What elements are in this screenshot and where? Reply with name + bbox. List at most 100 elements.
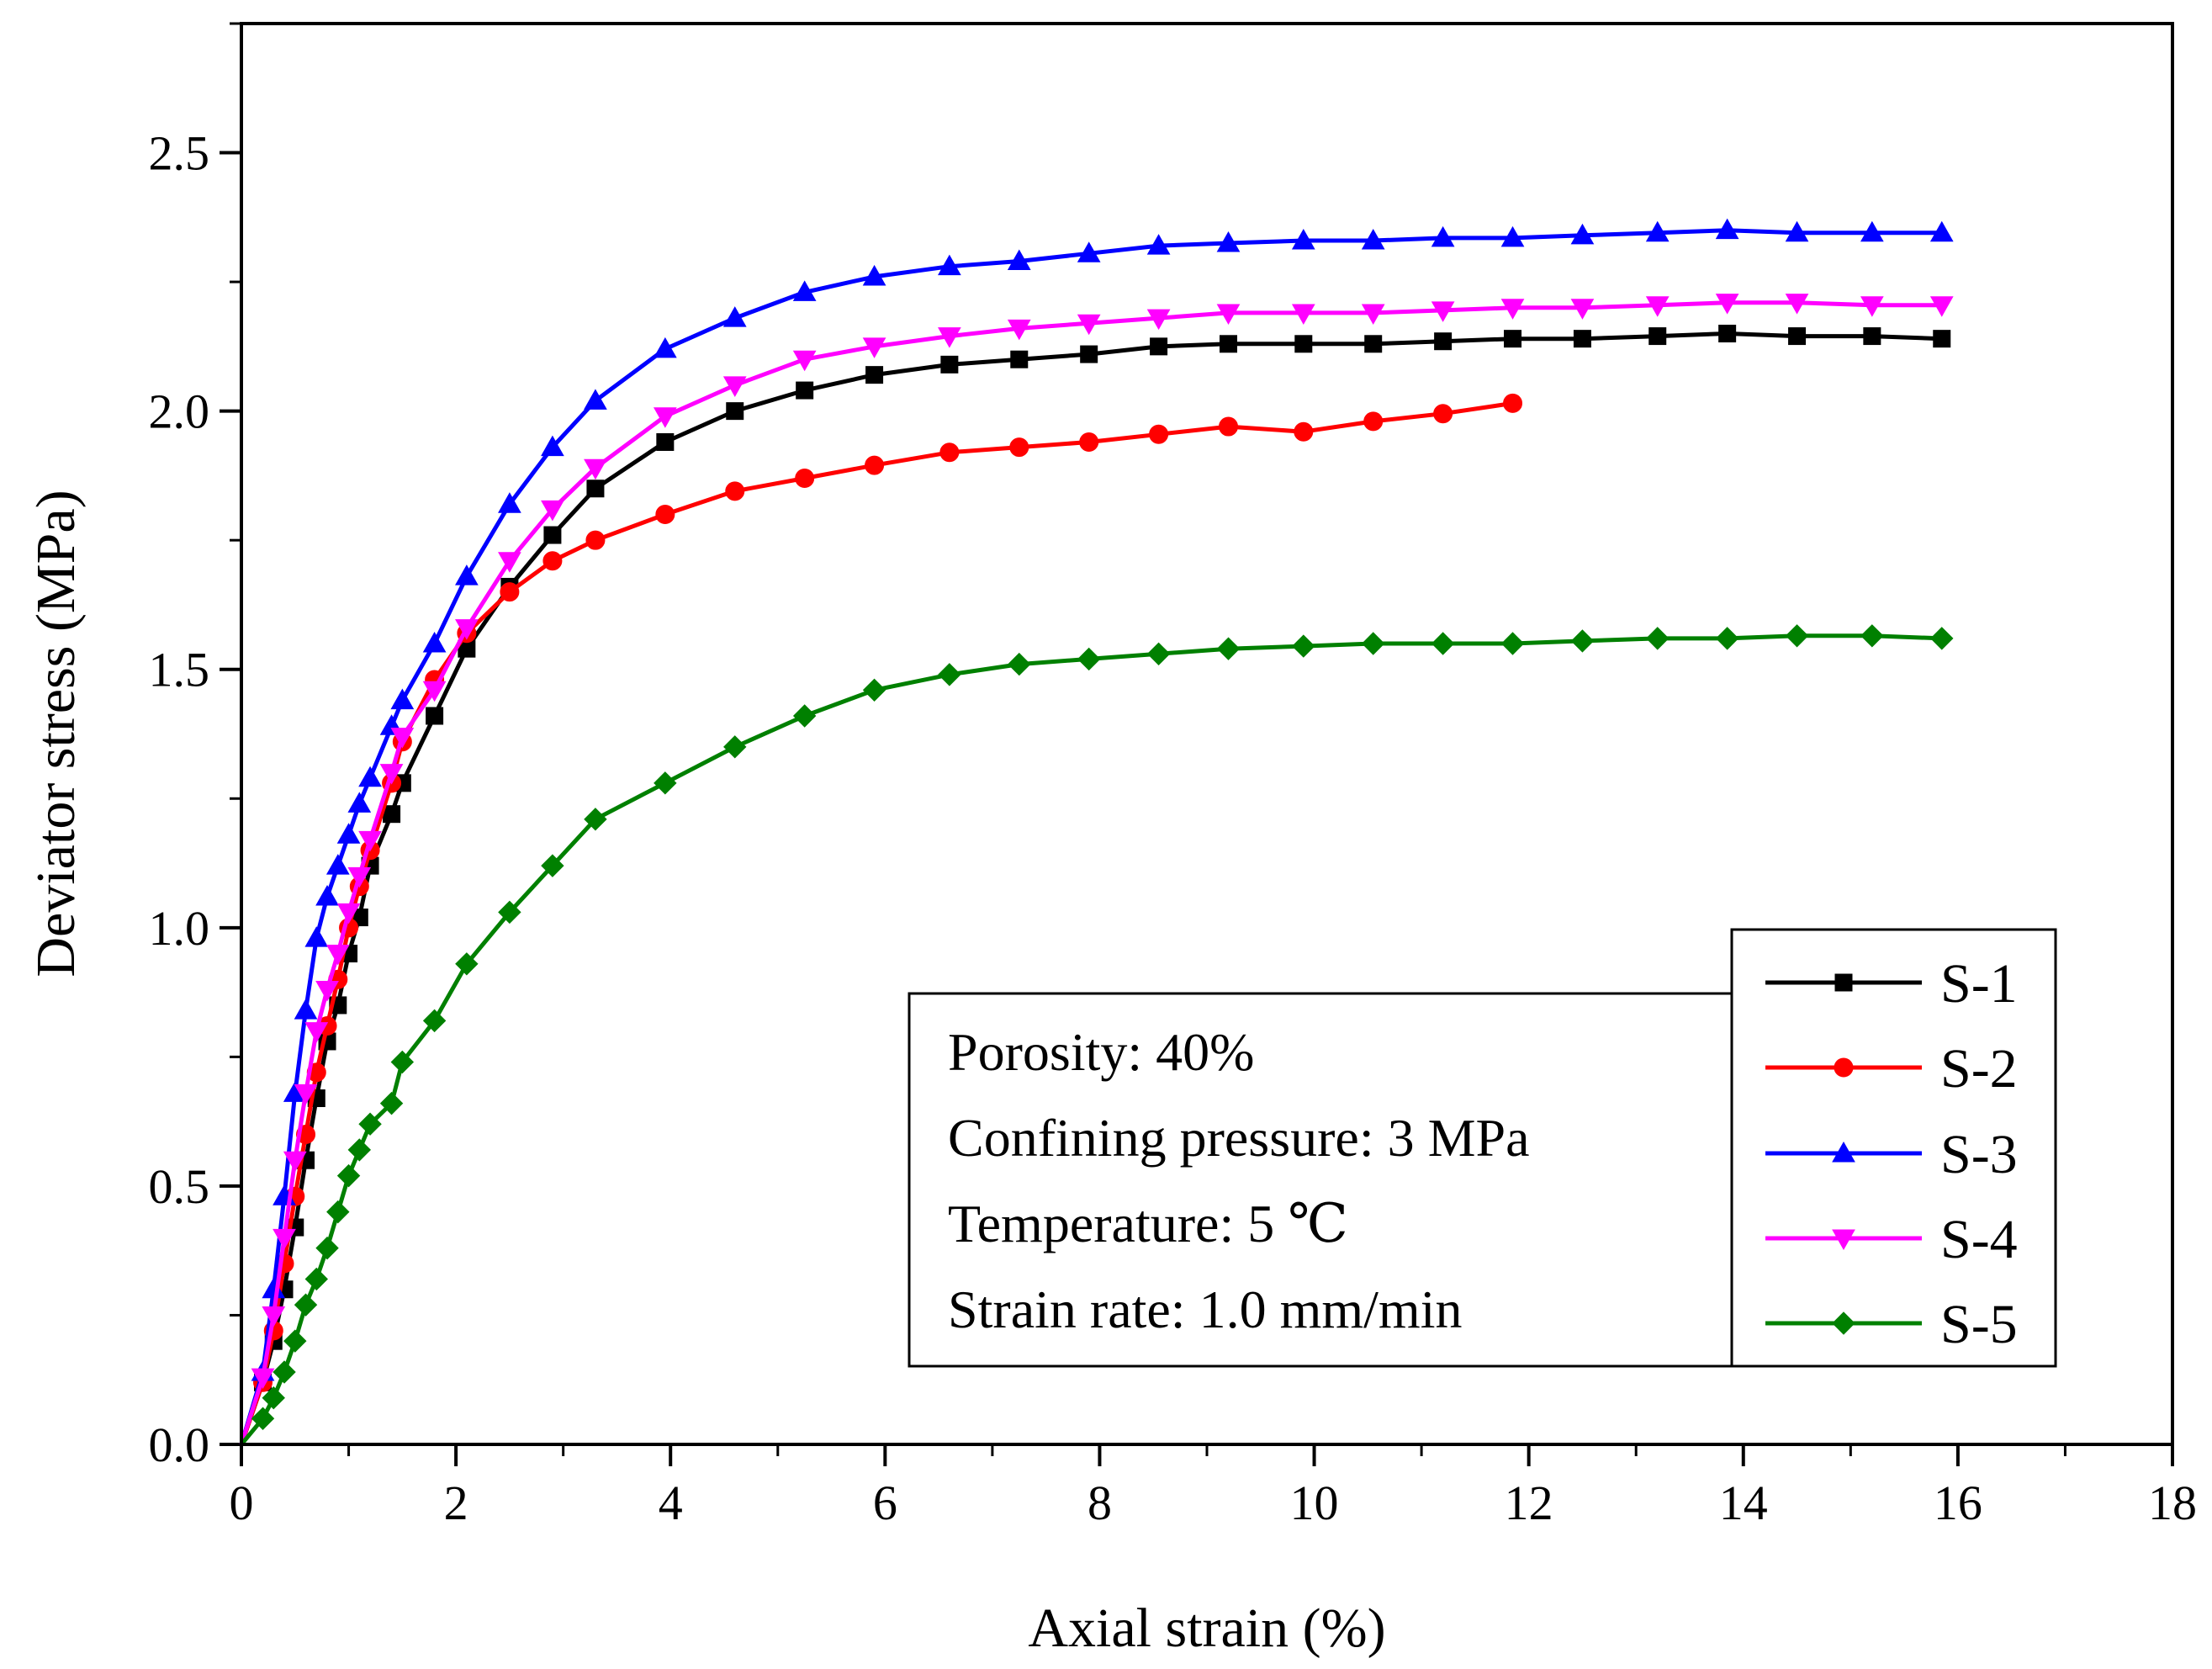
legend: S-1 S-2 S-3 S-4 S-5 <box>1730 928 2057 1368</box>
data-point-s-4 <box>336 903 361 925</box>
x-tick-label: 6 <box>873 1476 897 1530</box>
data-point-s-4 <box>304 1022 329 1043</box>
data-point-s-3 <box>358 766 382 787</box>
series-s-2 <box>239 393 1523 1445</box>
data-point-s-5 <box>326 1200 350 1224</box>
data-point-s-4 <box>498 552 521 573</box>
data-point-s-4 <box>283 1151 307 1173</box>
data-point-s-1 <box>1150 337 1168 356</box>
legend-label-s1: S-1 <box>1940 953 2018 1015</box>
y-tick-label: 0.5 <box>149 1159 210 1214</box>
annotation-box: Porosity: 40% Confining pressure: 3 MPa … <box>908 992 1733 1368</box>
series-s-3 <box>239 218 1954 1445</box>
data-point-s-2 <box>1433 404 1453 424</box>
legend-label-s5: S-5 <box>1940 1294 2018 1355</box>
data-point-s-4 <box>1007 319 1031 341</box>
legend-label-s4: S-4 <box>1940 1209 2018 1270</box>
data-point-s-4 <box>379 764 404 785</box>
data-point-s-4 <box>1216 304 1241 325</box>
data-point-s-3 <box>1077 241 1101 262</box>
data-point-s-4 <box>1929 296 1954 317</box>
x-axis-ticks: 0 2 4 6 8 10 12 14 16 18 <box>230 1444 2197 1530</box>
data-point-s-3 <box>1361 228 1385 250</box>
data-point-s-3 <box>541 435 564 457</box>
y-tick-label: 0.0 <box>149 1417 210 1472</box>
x-tick-label: 0 <box>230 1476 254 1530</box>
data-point-s-3 <box>862 264 886 286</box>
annotation-frame <box>908 992 1733 1368</box>
data-point-s-2 <box>1503 393 1523 413</box>
data-point-s-3 <box>1645 220 1670 242</box>
data-point-s-1 <box>796 381 814 400</box>
data-point-s-3 <box>1146 234 1171 255</box>
legend-marker-s-4 <box>1832 1229 1855 1251</box>
data-point-s-4 <box>792 350 817 372</box>
data-point-s-2 <box>500 582 520 602</box>
data-point-s-4 <box>347 866 372 888</box>
data-point-s-5 <box>498 900 521 925</box>
data-point-s-5 <box>1292 634 1315 658</box>
data-point-s-4 <box>1291 304 1315 325</box>
data-point-s-5 <box>1930 627 1954 650</box>
data-point-s-1 <box>1933 330 1951 348</box>
data-point-s-1 <box>1010 350 1029 368</box>
data-point-s-3 <box>422 632 447 653</box>
data-point-s-5 <box>262 1386 285 1410</box>
data-point-s-4 <box>1860 296 1884 317</box>
data-point-s-2 <box>939 442 960 463</box>
data-point-s-4 <box>390 728 415 749</box>
legend-label-s2: S-2 <box>1940 1038 2018 1099</box>
legend-marker-s-3 <box>1832 1141 1855 1163</box>
data-point-s-4 <box>1146 309 1171 331</box>
data-point-s-4 <box>862 337 886 358</box>
y-tick-label: 2.5 <box>149 126 210 181</box>
data-point-s-5 <box>273 1360 296 1384</box>
data-point-s-4 <box>584 458 607 480</box>
data-point-s-2 <box>725 481 745 501</box>
series-s-4 <box>239 294 1954 1445</box>
data-point-s-4 <box>325 945 350 966</box>
data-point-s-5 <box>792 704 817 728</box>
data-point-s-5 <box>1216 637 1241 660</box>
plot-frame <box>240 22 2174 1446</box>
data-point-s-2 <box>542 551 563 571</box>
data-point-s-3 <box>304 926 329 947</box>
data-point-s-1 <box>1294 335 1313 353</box>
data-point-s-5 <box>390 1050 415 1074</box>
data-point-s-3 <box>1860 220 1884 242</box>
annotation-porosity: Porosity: 40% <box>948 1022 1254 1082</box>
data-point-s-5 <box>1500 632 1525 655</box>
data-point-s-5 <box>336 1163 361 1188</box>
data-point-s-4 <box>273 1228 296 1250</box>
data-point-s-3 <box>1715 218 1739 240</box>
data-point-s-3 <box>1007 249 1031 271</box>
series-layer <box>239 218 1954 1446</box>
data-point-s-5 <box>1431 632 1455 655</box>
annotation-temperature: Temperature: 5 ℃ <box>948 1194 1348 1253</box>
data-point-s-4 <box>455 619 479 640</box>
legend-marker-s-2 <box>1834 1057 1854 1078</box>
data-point-s-1 <box>1573 330 1591 348</box>
x-tick-label: 14 <box>1719 1476 1768 1530</box>
data-point-s-1 <box>1718 325 1737 343</box>
data-point-s-5 <box>283 1329 307 1353</box>
x-tick-label: 16 <box>1934 1476 1982 1530</box>
legend-marker-s-5 <box>1832 1311 1855 1335</box>
data-point-s-4 <box>262 1306 286 1327</box>
series-line-s-1 <box>239 331 1942 1445</box>
data-point-s-3 <box>1291 228 1315 250</box>
annotation-confining-pressure: Confining pressure: 3 MPa <box>948 1108 1530 1168</box>
data-point-s-4 <box>1431 301 1455 322</box>
data-point-s-3 <box>294 999 318 1020</box>
data-point-s-3 <box>1431 225 1455 247</box>
annotation-strain-rate: Strain rate: 1.0 mm/min <box>948 1280 1462 1339</box>
data-point-s-4 <box>722 376 747 397</box>
data-point-s-1 <box>1364 335 1383 353</box>
data-point-s-5 <box>251 1407 275 1430</box>
data-point-s-5 <box>1362 632 1385 655</box>
y-axis-title: Deviator stress (MPa) <box>25 490 87 977</box>
data-point-s-5 <box>1146 642 1171 666</box>
x-tick-label: 12 <box>1505 1476 1553 1530</box>
data-point-s-5 <box>294 1293 318 1317</box>
data-point-s-3 <box>347 792 372 813</box>
